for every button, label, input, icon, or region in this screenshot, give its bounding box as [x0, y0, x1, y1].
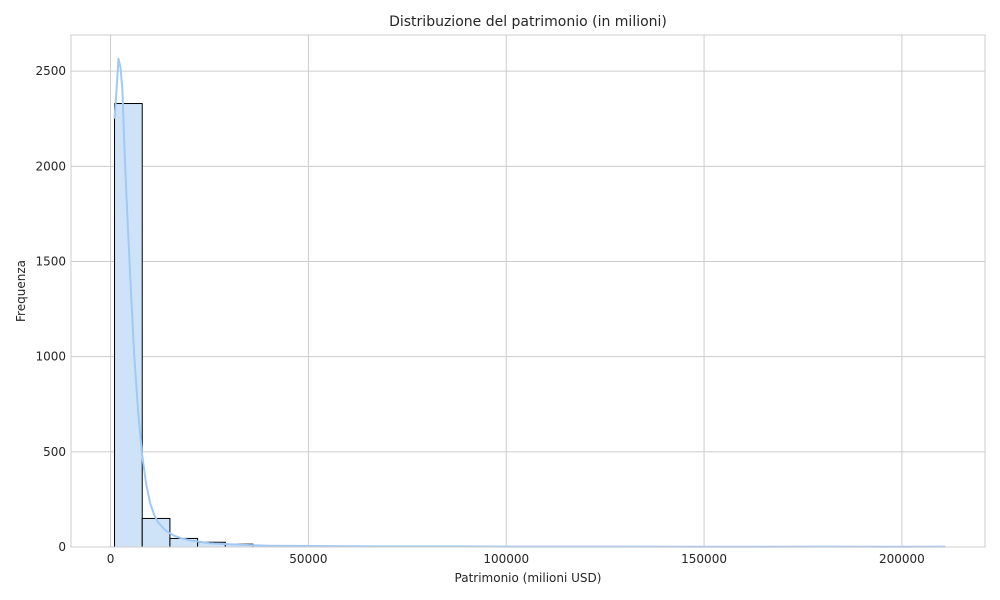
x-tick-label: 0 [107, 552, 115, 566]
y-axis-ticks: 0 500 1000 1500 2000 2500 [35, 64, 66, 554]
x-tick-label: 200000 [879, 552, 925, 566]
histogram-bar [141, 517, 171, 548]
kde-curve [113, 57, 946, 548]
y-tick-label: 0 [58, 540, 66, 554]
y-axis-label: Frequenza [14, 260, 28, 322]
x-tick-label: 50000 [289, 552, 327, 566]
kde-line [113, 57, 946, 548]
x-axis-ticks: 0 50000 100000 150000 200000 [107, 552, 925, 566]
axes-frame [70, 34, 986, 548]
x-tick-label: 150000 [681, 552, 727, 566]
y-tick-label: 500 [43, 445, 66, 459]
y-tick-label: 2500 [35, 64, 66, 78]
y-tick-label: 1500 [35, 254, 66, 268]
y-tick-label: 1000 [35, 350, 66, 364]
x-axis-label: Patrimonio (milioni USD) [455, 571, 602, 585]
chart-title: Distribuzione del patrimonio (in milioni… [389, 14, 667, 30]
grid [71, 35, 985, 548]
y-tick-label: 2000 [35, 159, 66, 173]
histogram-bar [114, 103, 143, 548]
x-tick-label: 100000 [483, 552, 529, 566]
histogram-bars [114, 103, 863, 548]
